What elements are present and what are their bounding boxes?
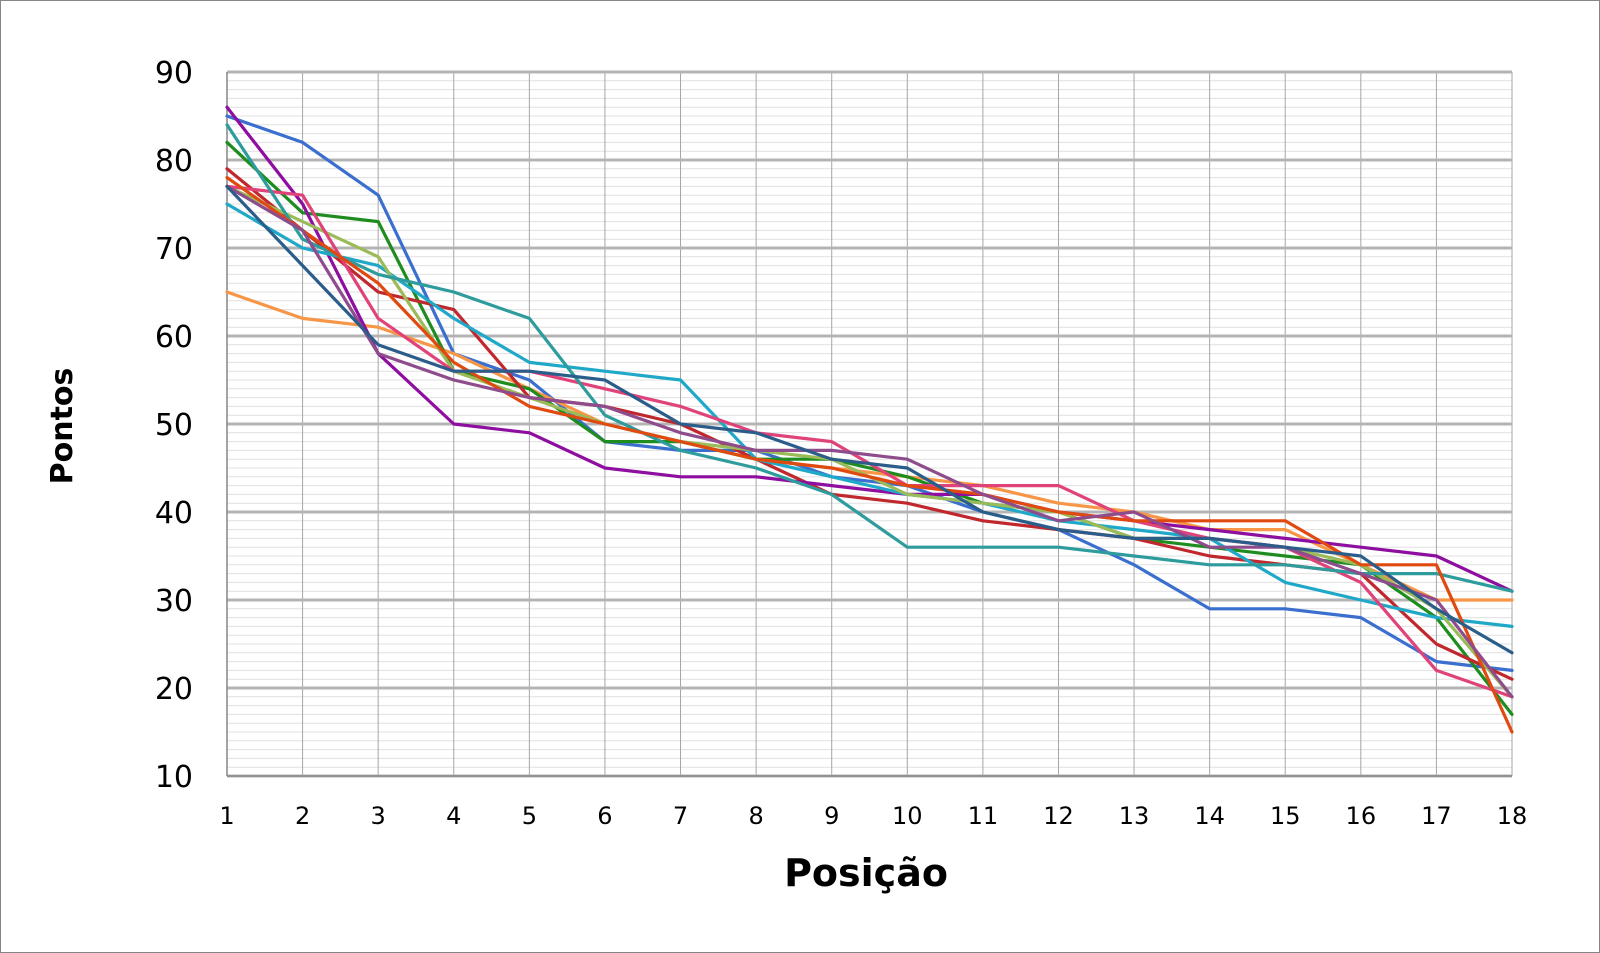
y-tick-label: 30 (155, 584, 193, 619)
x-tick-label: 11 (968, 802, 999, 830)
series-line-9 (225, 123, 1514, 593)
y-tick-label: 40 (155, 496, 193, 531)
y-tick-label: 50 (155, 408, 193, 443)
x-tick-labels: 1 2 3 4 5 6 7 8 9 10 11 12 13 14 15 16 17 18 (219, 802, 1527, 830)
y-axis-title: Pontos (45, 368, 80, 485)
series-line-6 (225, 202, 1514, 629)
x-tick-label: 14 (1194, 802, 1225, 830)
x-tick-label: 5 (522, 802, 537, 830)
series-line-1 (225, 114, 1514, 673)
y-tick-label: 90 (155, 56, 193, 91)
series-line-3 (225, 140, 1514, 717)
x-tick-label: 2 (295, 802, 310, 830)
x-tick-label: 8 (748, 802, 763, 830)
x-tick-label: 7 (673, 802, 688, 830)
y-tick-label: 60 (155, 320, 193, 355)
y-tick-label: 20 (155, 672, 193, 707)
x-tick-label: 6 (597, 802, 612, 830)
y-tick-labels: 10 20 30 40 50 60 70 80 90 (155, 56, 193, 795)
x-axis-title: Posição (784, 851, 948, 895)
x-tick-label: 9 (824, 802, 839, 830)
x-tick-label: 18 (1497, 802, 1528, 830)
x-tick-label: 3 (371, 802, 386, 830)
x-tick-label: 1 (219, 802, 234, 830)
axes (226, 72, 1512, 777)
y-tick-label: 80 (155, 144, 193, 179)
x-tick-label: 10 (892, 802, 923, 830)
series-lines (225, 105, 1514, 734)
x-tick-label: 4 (446, 802, 461, 830)
x-tick-label: 13 (1119, 802, 1150, 830)
y-tick-label: 70 (155, 232, 193, 267)
minor-gridlines (227, 80, 1512, 768)
x-tick-label: 17 (1421, 802, 1452, 830)
series-line-12 (225, 184, 1514, 655)
series-line-11 (225, 184, 1514, 699)
x-tick-label: 12 (1043, 802, 1074, 830)
x-tick-label: 16 (1346, 802, 1377, 830)
series-line-5 (225, 105, 1514, 593)
y-tick-label: 10 (155, 760, 193, 795)
x-tick-label: 15 (1270, 802, 1301, 830)
series-line-10 (225, 176, 1514, 734)
